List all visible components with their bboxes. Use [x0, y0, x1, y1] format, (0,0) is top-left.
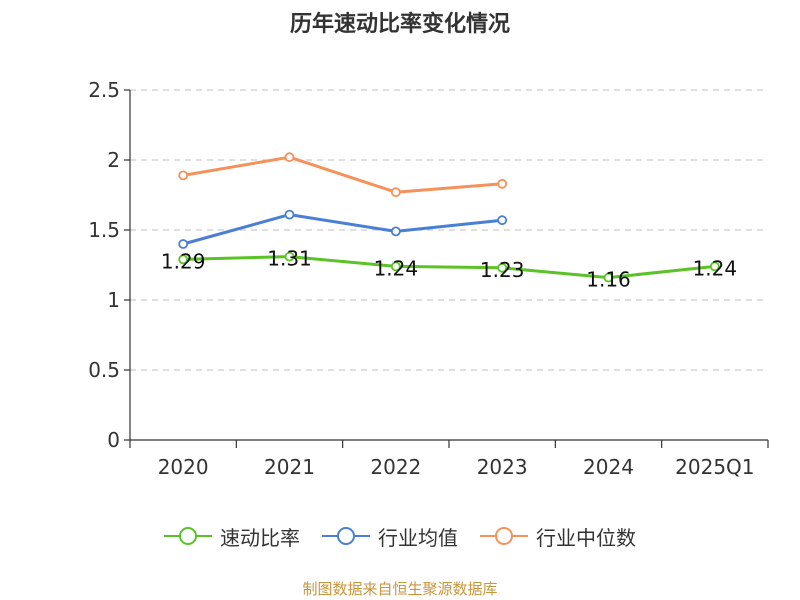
- data-point: [178, 239, 189, 249]
- x-tick-label: 2024: [583, 455, 634, 479]
- legend-item-industry-median[interactable]: 行业中位数: [480, 522, 636, 551]
- legend-label: 行业均值: [378, 525, 458, 550]
- data-point: [390, 226, 401, 237]
- legend: 速动比率 行业均值 行业中位数: [0, 520, 800, 552]
- series-line: [182, 155, 503, 194]
- x-tick-label: 2022: [370, 455, 421, 479]
- x-tick-label: 2020: [158, 455, 209, 479]
- legend-line-circle-icon: [322, 527, 370, 545]
- data-label: 1.24: [693, 256, 738, 280]
- data-point: [390, 187, 401, 198]
- data-label: 1.29: [161, 249, 206, 273]
- x-tick-label: 2025Q1: [675, 455, 754, 479]
- legend-label: 速动比率: [220, 525, 300, 550]
- y-tick-label: 1: [107, 288, 120, 312]
- data-point: [497, 215, 508, 226]
- source-note: 制图数据来自恒生聚源数据库: [302, 580, 498, 598]
- data-label: 1.23: [480, 258, 525, 282]
- legend-item-industry-average[interactable]: 行业均值: [322, 522, 458, 551]
- line-chart: 0 0.5 1 1.5 2 2.5 2020 2021 2022 2023 2024 2025Q1 1.…: [88, 78, 769, 479]
- chart-title: 历年速动比率变化情况: [289, 12, 510, 37]
- series-line: [182, 213, 503, 246]
- data-label: 1.31: [267, 247, 312, 271]
- legend-label: 行业中位数: [536, 525, 636, 550]
- data-label: 1.16: [586, 268, 631, 292]
- data-point: [497, 262, 508, 273]
- data-point: [284, 251, 295, 262]
- data-point: [178, 254, 189, 265]
- data-point: [603, 272, 614, 283]
- y-tick-label: 0.5: [88, 358, 120, 382]
- legend-line-circle-icon: [164, 527, 212, 545]
- series-line: [183, 255, 715, 280]
- legend-item-quick-ratio[interactable]: 速动比率: [164, 522, 300, 551]
- data-point: [284, 209, 295, 220]
- data-point: [284, 152, 295, 163]
- data-label: 1.24: [374, 256, 419, 280]
- data-point: [497, 178, 508, 189]
- y-tick-label: 1.5: [88, 218, 120, 242]
- y-tick-label: 2: [107, 148, 120, 172]
- y-tick-label: 2.5: [88, 78, 120, 102]
- x-tick-label: 2023: [477, 455, 528, 479]
- data-point: [709, 261, 720, 272]
- y-tick-label: 0: [107, 428, 120, 452]
- legend-line-circle-icon: [480, 527, 528, 545]
- data-point: [390, 261, 401, 272]
- x-tick-label: 2021: [264, 455, 315, 479]
- data-point: [178, 170, 189, 181]
